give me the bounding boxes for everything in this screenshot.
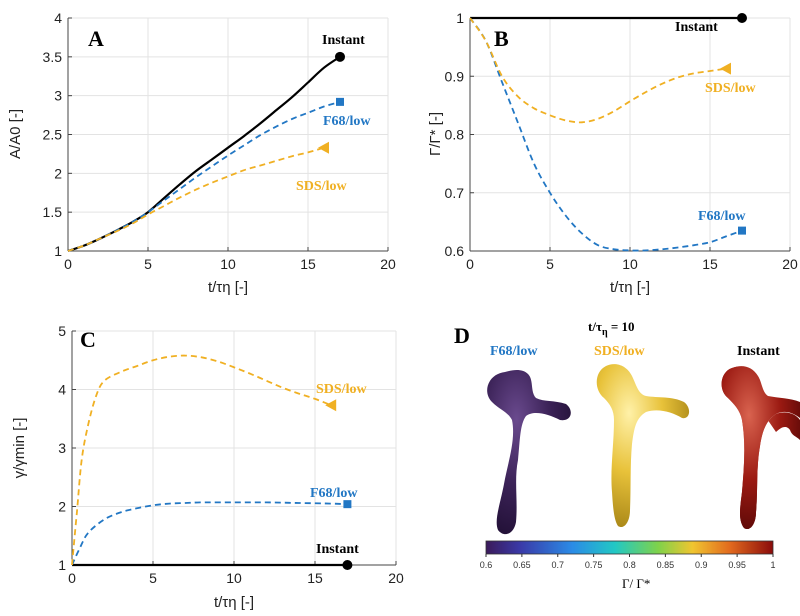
y-tick-label: 0.7 — [445, 185, 465, 201]
x-tick-label: 20 — [380, 256, 396, 272]
series-marker-instant — [737, 13, 747, 23]
sds-label: SDS/low — [316, 382, 367, 397]
panel-b-plot-area: 0 5 10 15 20 0.6 0.7 0.8 0.9 1 t/τη [-] Γ/Γ* [-] — [427, 10, 798, 296]
x-tick-label: 20 — [388, 570, 404, 586]
series-marker-sds-low — [325, 399, 337, 412]
y-tick-label: 3 — [54, 88, 62, 104]
y-tick-label: 3 — [58, 440, 66, 456]
colorbar-tick-label: 0.75 — [585, 560, 603, 570]
x-axis-label: t/τη [-] — [610, 279, 650, 296]
f68-label: F68/low — [698, 209, 746, 224]
instant-label: Instant — [737, 344, 780, 359]
instant-label: Instant — [675, 20, 718, 35]
series-line-sds-low — [469, 17, 727, 124]
droplet-sds — [596, 364, 690, 528]
series-line-sds-low — [67, 146, 325, 252]
y-tick-label: 4 — [54, 10, 62, 26]
sds-label: SDS/low — [594, 344, 645, 359]
panel-b: 0 5 10 15 200.60.70.80.91t/τη [-]Γ/Γ* [-] B … — [427, 10, 798, 296]
f68-label: F68/low — [490, 344, 538, 359]
x-tick-label: 5 — [149, 570, 157, 586]
y-tick-label: 2 — [54, 165, 62, 181]
y-tick-label: 0.6 — [445, 243, 465, 259]
colorbar-tick-label: 0.7 — [551, 560, 564, 570]
x-tick-label: 15 — [300, 256, 316, 272]
panel-b-letter: B — [494, 26, 509, 51]
colorbar-tick-label: 0.85 — [657, 560, 675, 570]
droplet-instant-body — [721, 366, 800, 530]
x-axis-label: t/τη [-] — [214, 594, 254, 611]
x-tick-label: 10 — [622, 256, 638, 272]
f68-label: F68/low — [310, 486, 358, 501]
y-axis-label: γ/γmin [-] — [11, 418, 28, 479]
colorbar-tick-label: 0.6 — [480, 560, 493, 570]
panel-c: 0 5 10 15 20 1 2 3 4 5 t/τη [-] γ/γmin [-] C SDS/lo… — [11, 323, 404, 611]
y-tick-label: 1.5 — [43, 204, 63, 220]
y-tick-label: 3.5 — [43, 49, 63, 65]
panel-d: D t/τη = 10 F68/low SDS/low Instant 0.6 0… — [454, 319, 800, 591]
x-tick-label: 0 — [68, 570, 76, 586]
colorbar-tick-label: 0.95 — [728, 560, 746, 570]
panel-c-letter: C — [80, 327, 96, 352]
x-tick-label: 15 — [307, 570, 323, 586]
series-marker-sds-low — [720, 62, 731, 75]
colorbar-tick-label: 0.65 — [513, 560, 531, 570]
f68-label: F68/low — [323, 114, 371, 129]
colorbar — [485, 540, 774, 555]
time-label: t/τη = 10 — [588, 319, 635, 338]
x-tick-label: 10 — [226, 570, 242, 586]
series-line-f68-low — [469, 17, 743, 252]
y-tick-label: 0.8 — [445, 127, 465, 143]
sds-label: SDS/low — [705, 81, 756, 96]
panel-d-letter: D — [454, 323, 470, 348]
colorbar-tick-label: 0.8 — [623, 560, 636, 570]
colorbar-tick-label: 1 — [770, 560, 775, 570]
series-marker-f68-low — [343, 500, 352, 509]
x-tick-label: 5 — [144, 256, 152, 272]
y-tick-label: 1 — [54, 243, 62, 259]
series-marker-instant — [342, 560, 353, 570]
series-line-sds-low — [71, 354, 332, 566]
series-line-f68-low — [67, 101, 341, 252]
series-line-f68-low — [71, 501, 348, 566]
sds-label: SDS/low — [296, 179, 347, 194]
y-tick-label: 5 — [58, 323, 66, 339]
series-marker-f68-low — [336, 97, 344, 106]
series-marker-sds-low — [318, 141, 329, 154]
y-tick-label: 1 — [456, 10, 464, 26]
x-tick-label: 0 — [64, 256, 72, 272]
colorbar-tick-label: 0.9 — [695, 560, 708, 570]
x-axis-label: t/τη [-] — [208, 279, 248, 296]
x-tick-label: 15 — [702, 256, 718, 272]
y-axis-label: A/A0 [-] — [7, 109, 24, 159]
droplet-f68 — [487, 370, 571, 535]
x-tick-label: 20 — [782, 256, 798, 272]
y-tick-label: 4 — [58, 382, 66, 398]
y-tick-label: 1 — [58, 557, 66, 573]
series-marker-f68-low — [738, 226, 746, 235]
y-tick-label: 2.5 — [43, 127, 63, 143]
colorbar-ticks: 0.6 0.65 0.7 0.75 0.8 0.85 0.9 0.95 1 — [480, 554, 776, 570]
instant-label: Instant — [316, 542, 359, 557]
instant-label: Instant — [322, 33, 365, 48]
y-tick-label: 0.9 — [445, 68, 465, 84]
y-axis-label: Γ/Γ* [-] — [427, 112, 444, 156]
panel-a-plot-area: 0 5 10 15 20 1 1.5 2 2.5 3 3.5 4 t/τη [-] A/A0 [-] — [7, 10, 396, 296]
panel-a-letter: A — [88, 26, 104, 51]
colorbar-label: Γ/ Γ* — [622, 576, 650, 591]
y-tick-label: 2 — [58, 499, 66, 515]
x-tick-label: 5 — [546, 256, 554, 272]
x-tick-label: 0 — [466, 256, 474, 272]
x-tick-label: 10 — [220, 256, 236, 272]
series-marker-instant — [335, 51, 345, 62]
